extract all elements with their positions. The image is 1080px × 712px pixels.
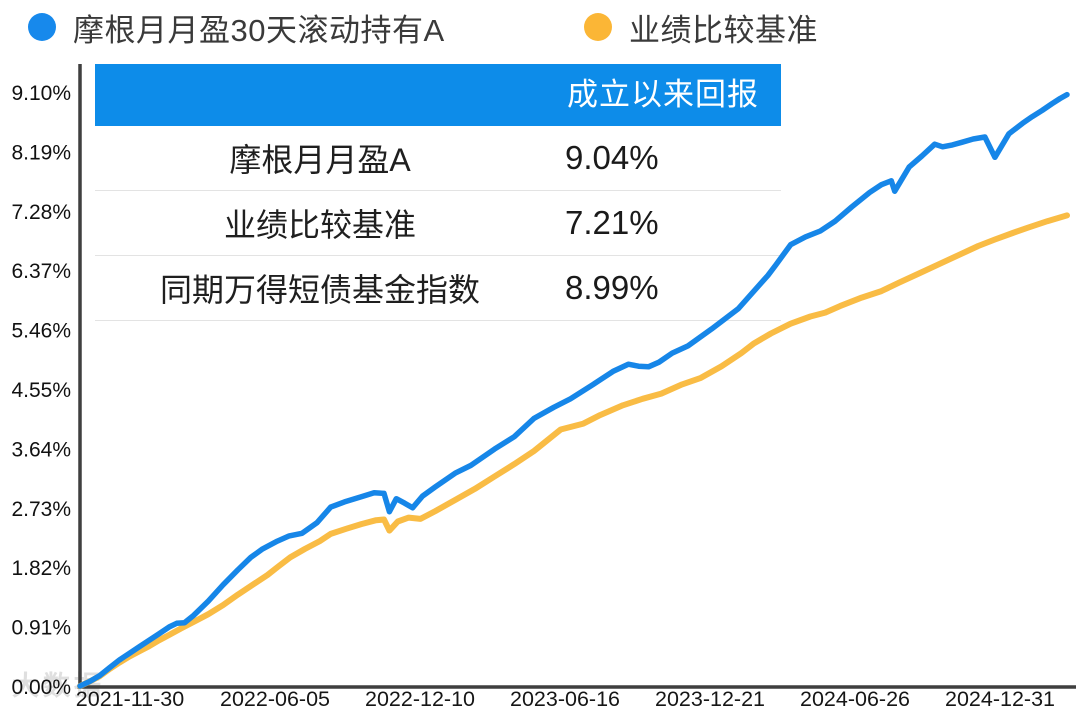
x-tick-label: 2022-06-05 <box>220 687 330 711</box>
legend-item-benchmark: 业绩比较基准 <box>584 0 818 54</box>
y-tick-label: 1.82% <box>11 557 71 580</box>
row-label-benchmark: 业绩比较基准 <box>223 207 416 243</box>
row-value-index: 8.99% <box>565 269 659 306</box>
benchmark-series-label: 业绩比较基准 <box>629 12 818 48</box>
y-tick-label: 2.73% <box>11 498 71 521</box>
row-label-fund: 摩根月月盈A <box>229 142 411 178</box>
benchmark-series-dot-icon <box>584 13 612 41</box>
table-row: 同期万得短债基金指数 8.99% <box>95 256 781 321</box>
y-tick-label: 7.28% <box>11 201 71 224</box>
row-value-benchmark: 7.21% <box>565 204 659 241</box>
y-tick-label: 5.46% <box>11 320 71 343</box>
chart-legend: 摩根月月盈30天滚动持有A 业绩比较基准 <box>0 0 1080 54</box>
x-tick-label: 2023-12-21 <box>655 687 765 711</box>
y-tick-label: 6.37% <box>11 260 71 283</box>
table-row: 摩根月月盈A 9.04% <box>95 126 781 191</box>
row-value-fund: 9.04% <box>565 139 659 176</box>
y-tick-label: 9.10% <box>11 82 71 105</box>
y-tick-label: 8.19% <box>11 141 71 164</box>
returns-table: 成立以来回报 摩根月月盈A 9.04% 业绩比较基准 7.21% 同期万得短债基… <box>95 64 781 321</box>
fund-series-dot-icon <box>28 13 56 41</box>
x-tick-label: 2023-06-16 <box>510 687 620 711</box>
x-tick-label: 2022-12-10 <box>365 687 475 711</box>
y-tick-label: 0.91% <box>11 617 71 640</box>
fund-series-label: 摩根月月盈30天滚动持有A <box>73 12 445 48</box>
returns-table-header: 成立以来回报 <box>95 64 781 126</box>
y-tick-label: 3.64% <box>11 438 71 461</box>
watermark: 大数据 <box>12 671 105 701</box>
y-tick-label: 4.55% <box>11 379 71 402</box>
table-row: 业绩比较基准 7.21% <box>95 191 781 256</box>
legend-item-fund: 摩根月月盈30天滚动持有A <box>28 0 445 54</box>
row-label-index: 同期万得短债基金指数 <box>159 272 480 308</box>
x-tick-label: 2024-06-26 <box>800 687 910 711</box>
x-tick-label: 2024-12-31 <box>945 687 1055 711</box>
